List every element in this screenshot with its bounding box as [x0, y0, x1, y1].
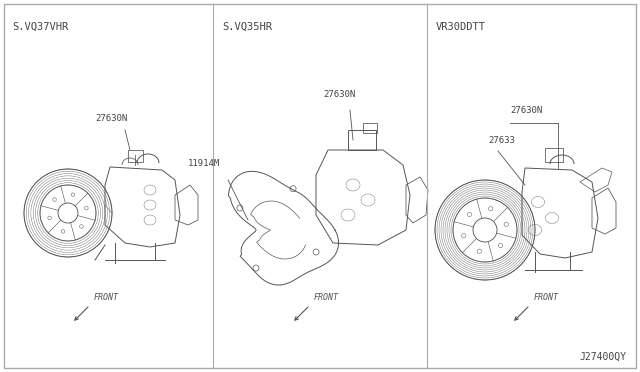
Text: FRONT: FRONT: [314, 293, 339, 302]
Text: 27630N: 27630N: [95, 114, 127, 123]
Text: 27633: 27633: [488, 136, 515, 145]
Bar: [545, 148, 563, 162]
Text: FRONT: FRONT: [534, 293, 559, 302]
Text: S.VQ37VHR: S.VQ37VHR: [12, 22, 68, 32]
Text: VR30DDTT: VR30DDTT: [436, 22, 486, 32]
Bar: [128, 150, 143, 162]
Text: 11914M: 11914M: [188, 159, 220, 168]
Text: J27400QY: J27400QY: [579, 352, 626, 362]
Text: 27630N: 27630N: [323, 90, 355, 99]
Text: S.VQ35HR: S.VQ35HR: [222, 22, 272, 32]
Bar: [363, 123, 377, 133]
Text: FRONT: FRONT: [94, 293, 119, 302]
Text: 27630N: 27630N: [510, 106, 542, 115]
Bar: [348, 130, 376, 150]
